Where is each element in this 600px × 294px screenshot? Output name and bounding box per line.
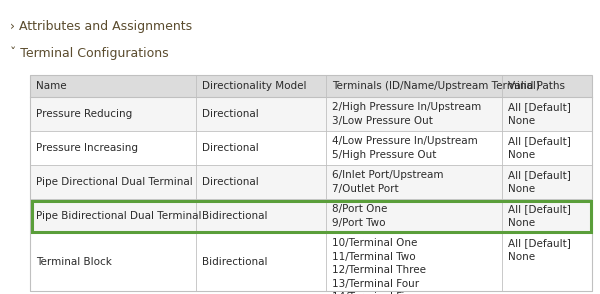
Text: All [Default]
None: All [Default] None [508,136,571,160]
Text: Bidirectional: Bidirectional [202,257,268,267]
Text: Pressure Increasing: Pressure Increasing [36,143,138,153]
Text: All [Default]
None: All [Default] None [508,204,571,228]
Text: Directionality Model: Directionality Model [202,81,307,91]
Text: ˇ Terminal Configurations: ˇ Terminal Configurations [10,46,169,59]
Bar [30,165,592,199]
Text: 4/Low Pressure In/Upstream
5/High Pressure Out: 4/Low Pressure In/Upstream 5/High Pressu… [332,136,478,160]
Text: All [Default]
None: All [Default] None [508,238,571,262]
Bar [30,199,592,233]
Text: Terminals (ID/Name/Upstream Terminal): Terminals (ID/Name/Upstream Terminal) [332,81,540,91]
Bar [30,131,592,165]
Text: Bidirectional: Bidirectional [202,211,268,221]
Text: Pipe Directional Dual Terminal: Pipe Directional Dual Terminal [36,177,193,187]
Text: 8/Port One
9/Port Two: 8/Port One 9/Port Two [332,204,388,228]
Text: 2/High Pressure In/Upstream
3/Low Pressure Out: 2/High Pressure In/Upstream 3/Low Pressu… [332,102,481,126]
Text: Directional: Directional [202,109,259,119]
Text: 10/Terminal One
11/Terminal Two
12/Terminal Three
13/Terminal Four
14/Terminal F: 10/Terminal One 11/Terminal Two 12/Termi… [332,238,426,294]
Bar [30,75,592,97]
Bar [32,201,590,231]
Text: All [Default]
None: All [Default] None [508,170,571,194]
Text: Pressure Reducing: Pressure Reducing [36,109,132,119]
Bar [30,97,592,131]
Text: Valid Paths: Valid Paths [508,81,565,91]
Text: Name: Name [36,81,67,91]
Text: Terminal Block: Terminal Block [36,257,112,267]
Text: Pipe Bidirectional Dual Terminal: Pipe Bidirectional Dual Terminal [36,211,202,221]
Bar [30,75,592,291]
Text: Directional: Directional [202,177,259,187]
Text: 6/Inlet Port/Upstream
7/Outlet Port: 6/Inlet Port/Upstream 7/Outlet Port [332,170,443,194]
Bar [30,233,592,291]
Text: › Attributes and Assignments: › Attributes and Assignments [10,20,192,33]
Text: Directional: Directional [202,143,259,153]
Text: All [Default]
None: All [Default] None [508,102,571,126]
